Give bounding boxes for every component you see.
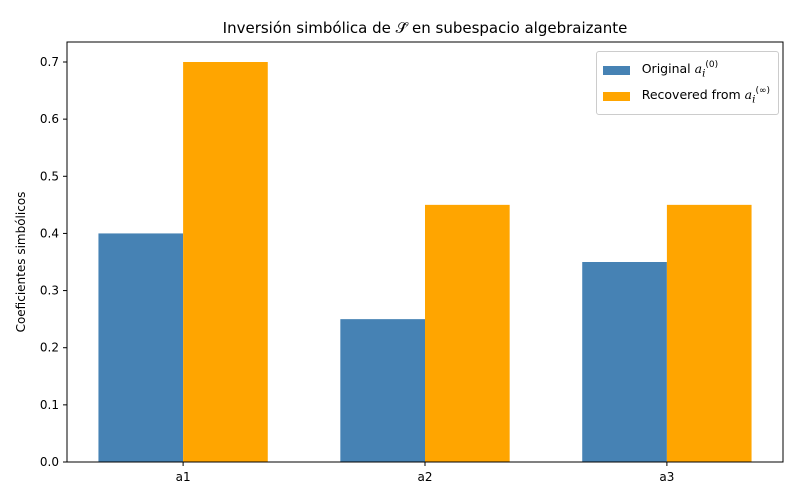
bar-original-a1 [98, 233, 184, 462]
y-tick-label: 0.4 [40, 226, 59, 240]
y-axis-ticks: 0.0 0.1 0.2 0.3 0.4 0.5 0.6 0.7 [40, 55, 67, 469]
y-tick-label: 0.1 [40, 398, 59, 412]
legend-item-original: Original ai(0) [602, 57, 770, 83]
y-tick-label: 0.0 [40, 455, 59, 469]
legend: Original ai(0) Recovered from ai(∞) [595, 51, 779, 115]
x-tick-label: a2 [418, 470, 433, 484]
y-tick-label: 0.3 [40, 284, 59, 298]
bar-recovered-a1 [183, 62, 268, 462]
legend-label-recovered: Recovered from ai(∞) [641, 85, 770, 106]
legend-item-recovered: Recovered from ai(∞) [602, 83, 770, 109]
bar-original-a2 [340, 319, 425, 462]
bars-group [98, 62, 752, 462]
x-axis-ticks: a1 a2 a3 [176, 462, 674, 484]
plot-frame [66, 41, 784, 463]
x-tick-label: a1 [176, 470, 191, 484]
bar-recovered-a2 [425, 204, 510, 462]
legend-label-original: Original ai(0) [641, 59, 719, 80]
legend-swatch-original [602, 65, 630, 75]
chart-title: Inversión simbólica de 𝒮̂ en subespacio … [223, 19, 628, 37]
y-tick-label: 0.5 [40, 169, 59, 183]
legend-swatch-recovered [602, 91, 630, 101]
bar-original-a3 [582, 262, 667, 462]
bar-recovered-a3 [666, 204, 752, 462]
y-tick-label: 0.7 [40, 55, 59, 69]
y-axis-label: Coeficientes simbólicos [14, 192, 28, 333]
x-tick-label: a3 [659, 470, 674, 484]
y-tick-label: 0.2 [40, 341, 59, 355]
y-tick-label: 0.6 [40, 112, 59, 126]
